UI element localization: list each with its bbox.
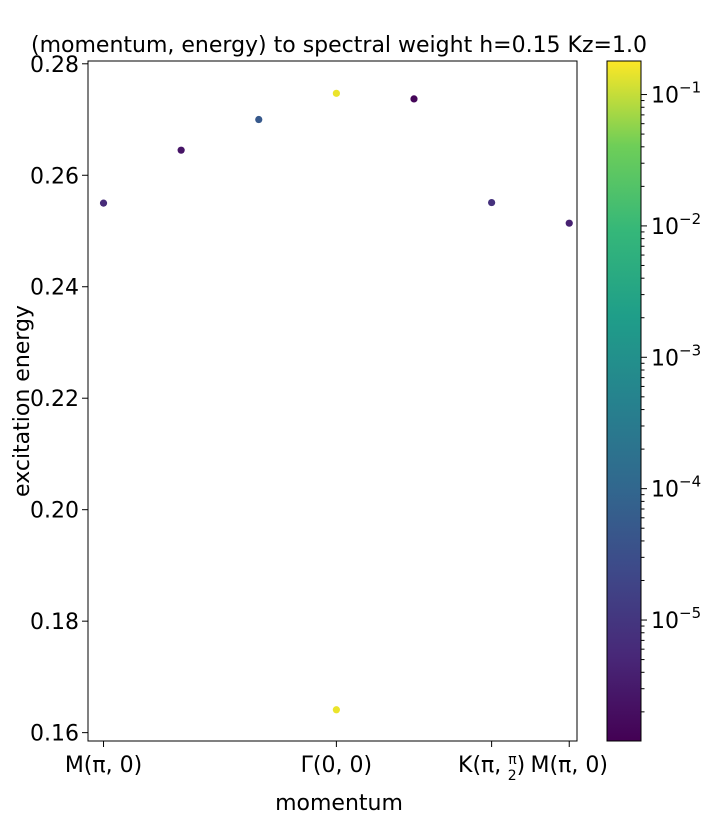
colorbar-tick-label: 10−5 xyxy=(651,604,701,634)
y-tick-label: 0.20 xyxy=(30,499,79,524)
y-tick-label: 0.24 xyxy=(30,276,79,301)
y-axis-label: excitation energy xyxy=(10,305,35,497)
chart-title: (momentum, energy) to spectral weight h=… xyxy=(31,33,647,58)
data-point xyxy=(332,89,340,97)
colorbar-tick-label: 10−3 xyxy=(651,341,701,371)
x-axis-label: momentum xyxy=(275,791,403,816)
data-point xyxy=(410,95,418,103)
x-axis-ticks: M(π, 0) Γ(0, 0) K(π, π 2) M(π, 0) xyxy=(65,741,608,784)
y-axis-ticks: 0.16 0.18 0.20 0.22 0.24 0.26 0.28 xyxy=(30,53,88,747)
data-point xyxy=(177,146,185,154)
colorbar-tick-label: 10−1 xyxy=(651,79,701,109)
colorbar-tick-label: 10−2 xyxy=(651,210,701,240)
plot-frame xyxy=(87,60,578,742)
colorbar xyxy=(606,60,642,742)
data-point xyxy=(99,199,108,207)
y-tick-label: 0.26 xyxy=(30,164,79,189)
plot-area xyxy=(87,60,578,742)
data-point xyxy=(332,706,340,714)
data-point xyxy=(255,115,263,124)
data-points xyxy=(99,89,573,714)
x-tick-label: Γ(0, 0) xyxy=(301,753,372,778)
colorbar-gradient xyxy=(606,60,642,742)
colorbar-ticks: 10−1 10−2 10−3 10−4 10−5 xyxy=(641,79,701,713)
y-tick-label: 0.22 xyxy=(30,387,79,412)
y-tick-label: 0.28 xyxy=(30,53,79,78)
colorbar-tick-label: 10−4 xyxy=(651,473,701,503)
x-tick-label: M(π, 0) xyxy=(65,753,142,778)
data-point xyxy=(488,198,496,207)
x-tick-label: M(π, 0) xyxy=(531,753,608,778)
data-point xyxy=(565,219,573,227)
x-tick-label: K(π, π 2) xyxy=(458,752,525,784)
y-tick-label: 0.18 xyxy=(30,610,79,635)
y-tick-label: 0.16 xyxy=(30,722,79,747)
